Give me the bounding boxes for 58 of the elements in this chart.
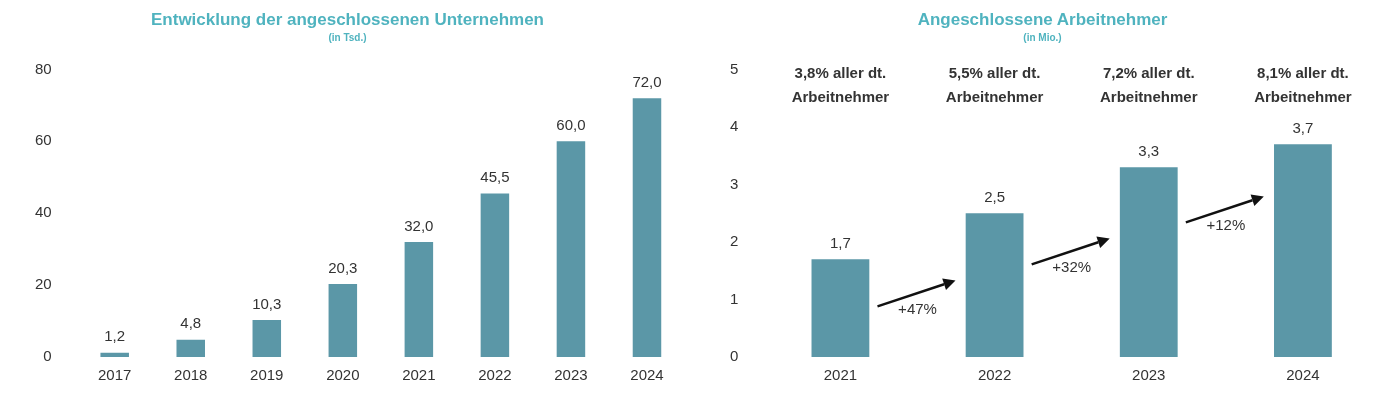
x-tick-label: 2024: [1286, 366, 1320, 384]
x-tick-label: 2023: [1132, 366, 1166, 384]
bar: [100, 352, 129, 357]
data-label: 72,0: [632, 72, 662, 90]
bar: [176, 339, 205, 357]
bar: [480, 193, 510, 357]
y-tick-label: 4: [730, 117, 739, 135]
data-label: 1,2: [104, 327, 126, 345]
y-tick-label: 0: [43, 347, 52, 365]
x-tick-label: 2024: [630, 366, 664, 384]
data-label: 20,3: [328, 258, 358, 276]
x-tick-label: 2022: [977, 366, 1012, 384]
x-tick-label: 2022: [478, 366, 512, 384]
chart-subtitle: (in Mio.): [1023, 32, 1062, 44]
bar: [632, 98, 662, 357]
annotation: +47%: [898, 299, 937, 317]
annotation: 7,2% aller dt. Arbeitnehmer: [1099, 63, 1198, 105]
x-tick-label: 2021: [402, 366, 436, 384]
chart-subtitle: (in Tsd.): [328, 32, 367, 44]
bar: [328, 284, 358, 357]
y-tick-label: 5: [730, 59, 739, 77]
data-label: 60,0: [556, 115, 586, 133]
x-tick-label: 2020: [326, 366, 360, 384]
x-tick-label: 2023: [554, 366, 588, 384]
annotation: 8,1% aller dt. Arbeitnehmer: [1254, 63, 1352, 105]
data-label: 1,7: [829, 233, 851, 251]
annotation: 3,8% aller dt. Arbeitnehmer: [791, 63, 890, 105]
data-label: 32,0: [404, 216, 434, 234]
y-tick-label: 60: [35, 131, 52, 149]
chart-title: Entwicklung der angeschlossenen Unternehmen: [151, 9, 544, 29]
data-label: 4,8: [180, 314, 202, 332]
data-label: 3,7: [1292, 118, 1314, 136]
annotation: +32%: [1052, 257, 1092, 275]
bar: [1119, 167, 1178, 357]
bar: [556, 141, 586, 357]
y-tick-label: 0: [730, 347, 739, 365]
y-tick-label: 40: [35, 203, 52, 221]
x-tick-label: 2018: [174, 366, 208, 384]
bar: [1274, 144, 1332, 357]
bar: [252, 319, 282, 357]
bar: [965, 213, 1024, 357]
data-label: 10,3: [252, 294, 282, 312]
data-label: 2,5: [984, 187, 1006, 205]
y-tick-label: 80: [35, 59, 52, 77]
y-tick-label: 2: [730, 232, 739, 250]
annotation: 5,5% aller dt. Arbeitnehmer: [945, 63, 1044, 105]
bar: [404, 241, 434, 357]
y-tick-label: 1: [730, 289, 739, 307]
x-tick-label: 2021: [823, 366, 858, 384]
data-label: 3,3: [1138, 141, 1160, 159]
x-tick-label: 2019: [250, 366, 284, 384]
data-label: 45,5: [480, 168, 510, 186]
annotation: +12%: [1206, 215, 1246, 233]
bar: [811, 259, 870, 357]
chart-title: Angeschlossene Arbeitnehmer: [917, 9, 1168, 29]
x-tick-label: 2017: [98, 366, 132, 384]
y-tick-label: 3: [730, 174, 739, 192]
y-tick-label: 20: [35, 275, 52, 293]
